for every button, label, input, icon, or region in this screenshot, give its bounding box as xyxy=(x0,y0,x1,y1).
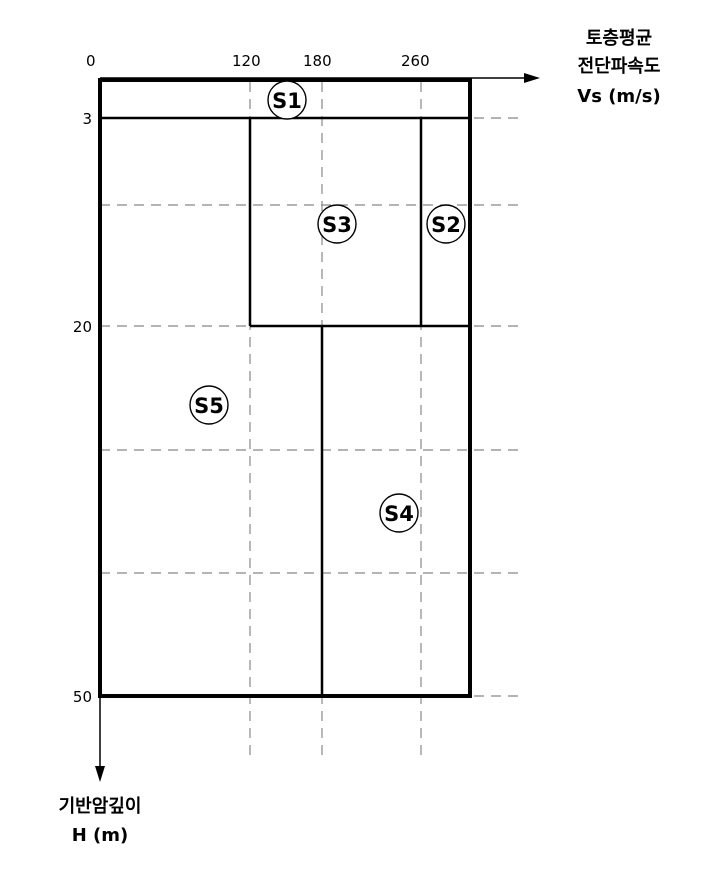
x-tick-0: 0 xyxy=(86,52,96,70)
y-tick-labels: 3 20 50 xyxy=(73,110,92,706)
zone-s2-label: S2 xyxy=(431,213,461,237)
x-tick-labels: 0 120 180 260 xyxy=(86,52,430,70)
y-tick-3: 3 xyxy=(82,110,92,128)
x-axis-title-line2: 전단파속도 xyxy=(578,56,661,77)
y-axis-title-line1: 기반암깊이 xyxy=(59,796,142,817)
zone-s3-label: S3 xyxy=(322,213,352,237)
y-tick-20: 20 xyxy=(73,318,92,336)
zone-s4: S4 xyxy=(379,493,419,533)
axes xyxy=(95,73,540,782)
grid-lines xyxy=(100,82,522,758)
zone-s2: S2 xyxy=(426,204,466,244)
y-axis-title: 기반암깊이 H (m) xyxy=(59,796,142,846)
zone-s1: S1 xyxy=(267,80,307,120)
zone-s3: S3 xyxy=(317,204,357,244)
y-tick-50: 50 xyxy=(73,688,92,706)
x-axis-title: 토층평균 전단파속도 Vs (m/s) xyxy=(577,28,660,107)
x-axis-title-line3: Vs (m/s) xyxy=(577,86,660,107)
zone-s1-label: S1 xyxy=(272,89,302,113)
y-axis-arrow-icon xyxy=(95,766,105,782)
zone-s4-label: S4 xyxy=(384,502,414,526)
y-axis-title-line2: H (m) xyxy=(72,825,129,846)
x-tick-260: 260 xyxy=(401,52,430,70)
x-tick-120: 120 xyxy=(232,52,261,70)
zone-s5-circle xyxy=(189,385,229,425)
zone-s2-circle xyxy=(426,204,466,244)
zone-s5-label: S5 xyxy=(194,394,224,418)
zone-boundaries xyxy=(98,78,472,698)
zone-s4-circle xyxy=(379,493,419,533)
x-axis-arrow-icon xyxy=(524,73,540,83)
x-tick-180: 180 xyxy=(303,52,332,70)
zone-s1-circle xyxy=(267,80,307,120)
x-axis-title-line1: 토층평균 xyxy=(586,28,652,49)
outer-frame xyxy=(98,78,472,698)
zone-s5: S5 xyxy=(189,385,229,425)
zone-s3-circle xyxy=(317,204,357,244)
